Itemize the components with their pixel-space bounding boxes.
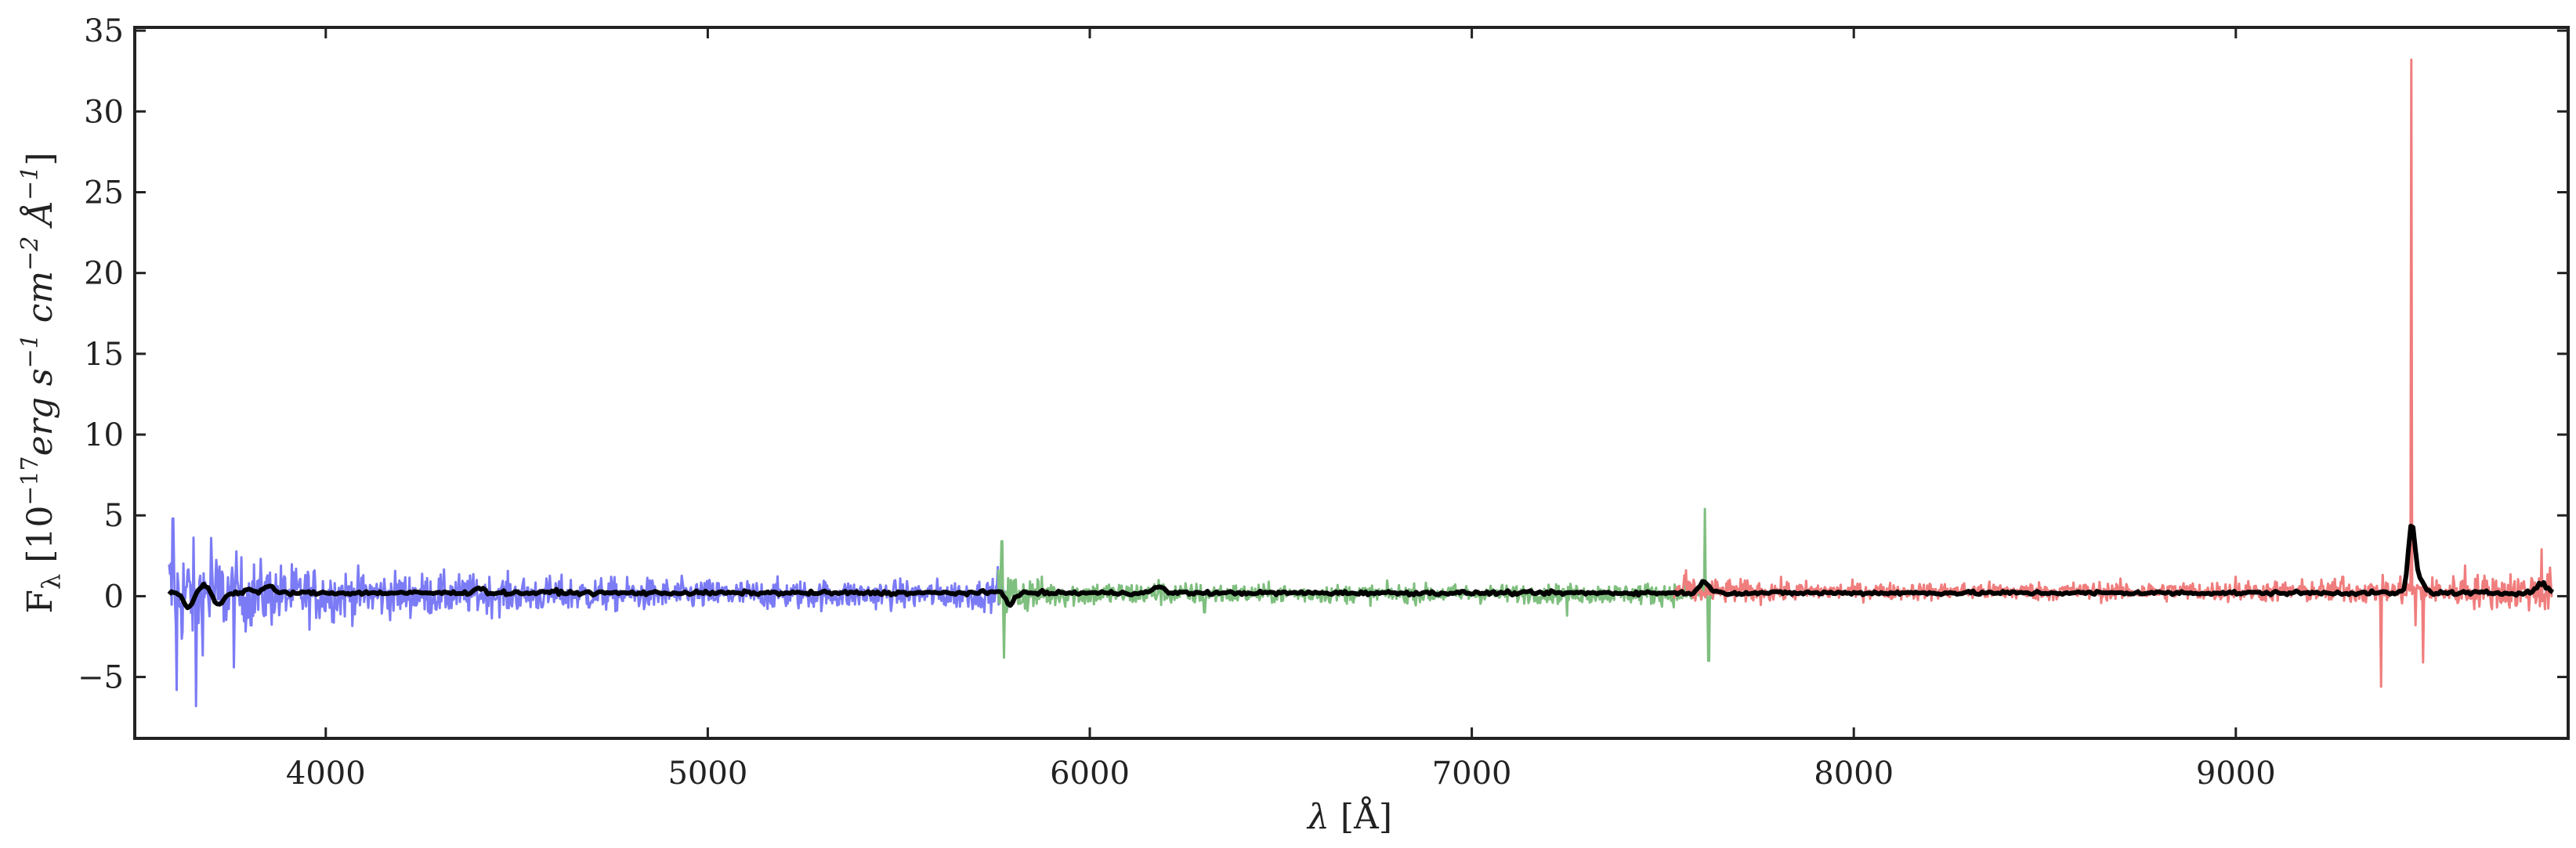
y-axis-label: Fλ [10−17erg s−1 cm−2 Å−1] [16,152,66,613]
x-tick-label: 6000 [1050,756,1130,792]
x-tick-label: 8000 [1814,756,1894,792]
y-tick-label: 5 [104,498,124,534]
y-tick-label: 30 [84,94,124,130]
series-green-arm [997,507,1714,662]
tick-layer: 4000 5000 6000 7000 8000 9000 −5 0 5 10 15 20 25 30 35 [78,13,2568,792]
y-tick-label: 25 [84,175,124,211]
x-tick-label: 7000 [1432,756,1512,792]
y-tick-label: 35 [84,13,124,49]
y-tick-label: 20 [84,256,124,292]
y-tick-label: 10 [84,417,124,453]
x-axis-label: λ [Å] [1306,796,1392,837]
plot-frame [133,26,2570,740]
y-tick-label: 0 [104,579,124,615]
series-smoothed [167,523,2555,611]
y-tick-label: −5 [78,660,124,696]
series-layer [167,58,2555,708]
x-tick-label: 5000 [668,756,747,792]
x-tick-label: 9000 [2196,756,2276,792]
series-blue-arm [168,517,1007,708]
x-tick-label: 4000 [286,756,366,792]
y-tick-label: 15 [84,337,124,373]
